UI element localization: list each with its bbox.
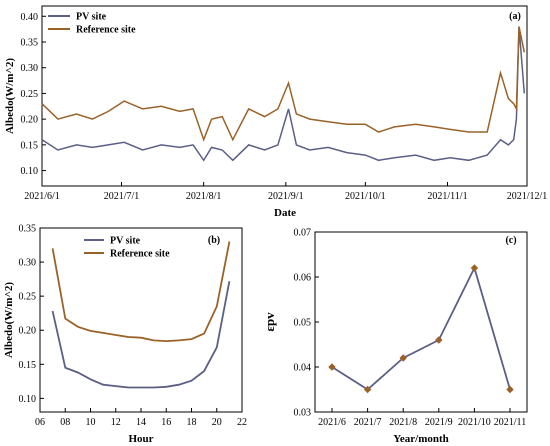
- x-tick-label-b: 10: [86, 417, 96, 428]
- y-axis-label-a: Albedo(W/m^2): [4, 58, 16, 134]
- y-tick-label-b: 0.35: [19, 224, 37, 235]
- panel-label-c: (c): [505, 235, 516, 246]
- series-line-a-1: [41, 26, 526, 142]
- y-tick-label-c: 0.05: [294, 318, 312, 329]
- y-tick-label-c: 0.07: [294, 228, 312, 239]
- x-tick-label-b: 14: [136, 417, 146, 428]
- y-tick-label-a: 0.40: [21, 12, 39, 23]
- legend-label-b: Reference site: [110, 249, 170, 260]
- y-tick-label-a: 0.10: [21, 166, 39, 177]
- y-tick-label-a: 0.25: [21, 89, 39, 100]
- y-axis-label-c: εpv: [262, 312, 277, 332]
- y-tick-label-c: 0.03: [294, 408, 312, 419]
- x-tick-label-b: 16: [161, 417, 171, 428]
- x-tick-label-a: 2021/6/1: [24, 191, 60, 202]
- data-point-c: [399, 354, 407, 362]
- x-tick-label-a: 2021/7/1: [104, 191, 140, 202]
- x-axis-label-c: Year/month: [393, 433, 449, 445]
- y-axis-label-b: Albedo(W/m^2): [3, 282, 15, 358]
- x-tick-label-b: 22: [237, 417, 247, 428]
- y-tick-label-a: 0.15: [21, 140, 39, 151]
- x-tick-label-c: 2021/7: [354, 417, 382, 428]
- x-tick-label-b: 20: [212, 417, 222, 428]
- data-point-c: [470, 264, 479, 272]
- x-tick-label-c: 2021/6: [318, 417, 346, 428]
- series-line-c-0: [331, 265, 511, 391]
- legend-label-b: PV site: [110, 236, 141, 247]
- x-axis-label-b: Hour: [128, 433, 153, 445]
- x-tick-label-b: 18: [187, 417, 197, 428]
- data-point-c: [363, 385, 372, 394]
- series-line-a-0: [41, 26, 526, 162]
- x-tick-label-c: 2021/8: [389, 417, 417, 428]
- panel-b: 0.10 0.15 0.20 0.25 0.30 0.35 06 08 10 12 14 16 18 20…: [3, 224, 247, 446]
- y-tick-label-b: 0.25: [19, 292, 37, 303]
- x-tick-label-b: 06: [35, 417, 45, 428]
- x-axis-label-a: Date: [274, 207, 296, 219]
- series-line-b-1: [51, 241, 231, 343]
- x-tick-label-c: 2021/10: [458, 417, 491, 428]
- x-tick-label-a: 2021/11/1: [427, 191, 467, 202]
- x-tick-label-c: 2021/9: [425, 417, 453, 428]
- x-tick-label-a: 2021/10/1: [345, 191, 386, 202]
- y-tick-label-c: 0.06: [294, 273, 312, 284]
- panel-a: 0.10 0.15 0.20 0.25 0.30 0.35 0.40 2021/6/1 2021…: [4, 5, 548, 219]
- panel-label-b: (b): [208, 235, 220, 246]
- data-point-c: [435, 336, 443, 344]
- y-tick-label-a: 0.35: [21, 38, 39, 49]
- y-tick-label-b: 0.30: [19, 258, 37, 269]
- x-tick-label-a: 2021/9/1: [268, 191, 304, 202]
- panel-c: 0.03 0.04 0.05 0.06 0.07 2021/6 2021/7 2021/8 20…: [262, 228, 528, 445]
- y-tick-label-b: 0.10: [19, 394, 37, 405]
- data-point-c: [506, 385, 514, 394]
- x-tick-label-a: 2021/12/1: [507, 191, 548, 202]
- y-tick-label-b: 0.20: [19, 326, 37, 337]
- x-tick-label-b: 08: [60, 417, 70, 428]
- legend-label-a: Reference site: [76, 25, 136, 36]
- legend-label-a: PV site: [76, 12, 107, 23]
- x-tick-label-c: 2021/11: [494, 417, 526, 428]
- plot-frame-c: [314, 231, 528, 413]
- series-line-b-0: [51, 281, 231, 389]
- x-tick-label-b: 12: [111, 417, 121, 428]
- y-tick-label-b: 0.15: [19, 360, 37, 371]
- x-tick-label-a: 2021/8/1: [186, 191, 222, 202]
- plot-frame-a: [41, 5, 528, 187]
- panel-label-a: (a): [509, 11, 521, 22]
- y-tick-label-a: 0.30: [21, 63, 39, 74]
- data-point-c: [328, 363, 336, 371]
- y-tick-label-c: 0.04: [294, 363, 312, 374]
- y-tick-label-a: 0.20: [21, 115, 39, 126]
